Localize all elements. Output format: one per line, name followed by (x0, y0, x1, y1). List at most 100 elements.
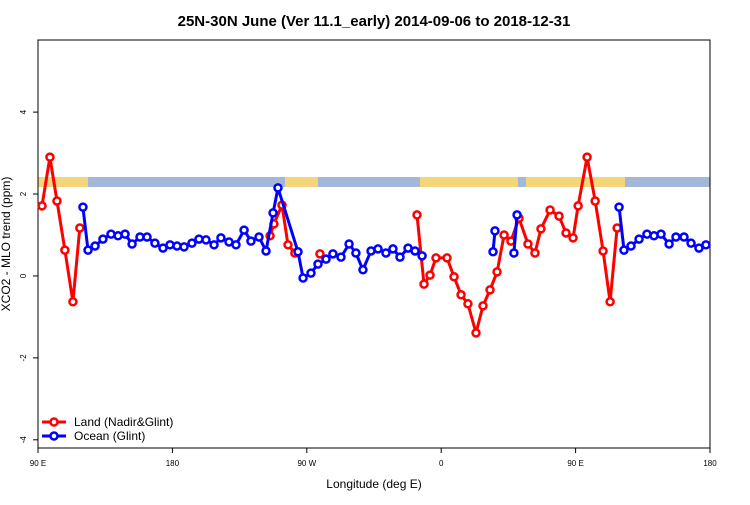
data-point (351, 248, 361, 258)
data-point (344, 239, 354, 249)
legend: Land (Nadir&Glint)Ocean (Glint) (42, 415, 173, 443)
data-point (254, 232, 264, 242)
data-point (273, 183, 283, 193)
data-point (614, 202, 624, 212)
data-point (127, 239, 137, 249)
data-point (306, 268, 316, 278)
data-point (679, 232, 689, 242)
data-point (358, 265, 368, 275)
data-point (490, 226, 500, 236)
data-point (90, 241, 100, 251)
data-point (492, 267, 502, 277)
data-point (381, 248, 391, 258)
x-tick-label: 90 E (30, 459, 46, 468)
data-point (530, 248, 540, 258)
data-point (612, 223, 622, 233)
data-point (523, 239, 533, 249)
data-point (656, 229, 666, 239)
data-point (671, 232, 681, 242)
y-tick-label: -2 (19, 354, 28, 362)
data-point (395, 252, 405, 262)
y-tick-label: 0 (19, 273, 28, 278)
data-point (231, 240, 241, 250)
y-tick-label: 4 (19, 109, 28, 114)
y-tick-label: 2 (19, 191, 28, 196)
data-point (598, 246, 608, 256)
data-point (412, 210, 422, 220)
data-point (239, 225, 249, 235)
data-point (590, 196, 600, 206)
x-tick-label: 180 (166, 459, 180, 468)
data-point (449, 272, 459, 282)
data-point (561, 228, 571, 238)
legend-marker (49, 431, 59, 441)
series-line (81, 186, 707, 280)
data-point (98, 234, 108, 244)
data-point (150, 238, 160, 248)
data-point (158, 243, 168, 253)
data-point (456, 290, 466, 300)
data-point (664, 239, 674, 249)
data-point (634, 234, 644, 244)
data-point (499, 230, 509, 240)
data-point (686, 238, 696, 248)
data-point (60, 245, 70, 255)
data-point (425, 270, 435, 280)
data-point (431, 253, 441, 263)
plot-frame (37, 39, 711, 449)
x-axis-label: Longitude (deg E) (326, 477, 421, 491)
data-point (78, 202, 88, 212)
data-point (478, 301, 488, 311)
data-point (75, 223, 85, 233)
y-axis-label: XCO2 - MLO trend (ppm) (0, 177, 13, 312)
data-point (283, 240, 293, 250)
data-point (298, 273, 308, 283)
x-tick-label: 180 (703, 459, 717, 468)
data-point (554, 211, 564, 221)
data-point (419, 279, 429, 289)
data-point (485, 285, 495, 295)
y-tick-label: -4 (19, 436, 28, 444)
data-point (68, 297, 78, 307)
data-point (83, 245, 93, 255)
x-tick-label: 90 W (297, 459, 316, 468)
data-point (568, 233, 578, 243)
data-point (619, 245, 629, 255)
data-point (209, 240, 219, 250)
data-point (373, 244, 383, 254)
data-point (328, 249, 338, 259)
chart-title: 25N-30N June (Ver 11.1_early) 2014-09-06… (178, 13, 571, 30)
data-point (545, 205, 555, 215)
land-ocean-strip (38, 177, 710, 187)
data-point (315, 249, 325, 259)
legend-label: Ocean (Glint) (74, 429, 145, 443)
data-point (573, 201, 583, 211)
data-point (313, 259, 323, 269)
x-tick-label: 0 (439, 459, 444, 468)
data-point (142, 232, 152, 242)
data-point (336, 252, 346, 262)
data-point (694, 243, 704, 253)
data-point (321, 254, 331, 264)
data-point (293, 247, 303, 257)
data-point (52, 196, 62, 206)
data-point (45, 152, 55, 162)
data-point (201, 235, 211, 245)
data-point (471, 328, 481, 338)
legend-marker (49, 417, 59, 427)
data-point (701, 240, 711, 250)
data-point (246, 236, 256, 246)
data-point (388, 244, 398, 254)
data-point (187, 238, 197, 248)
data-point (536, 224, 546, 234)
data-point (442, 253, 452, 263)
data-point (463, 299, 473, 309)
data-point (605, 297, 615, 307)
data-point (582, 152, 592, 162)
data-point (512, 210, 522, 220)
data-point (626, 241, 636, 251)
data-point (179, 242, 189, 252)
data-point (417, 251, 427, 261)
data-point (488, 247, 498, 257)
